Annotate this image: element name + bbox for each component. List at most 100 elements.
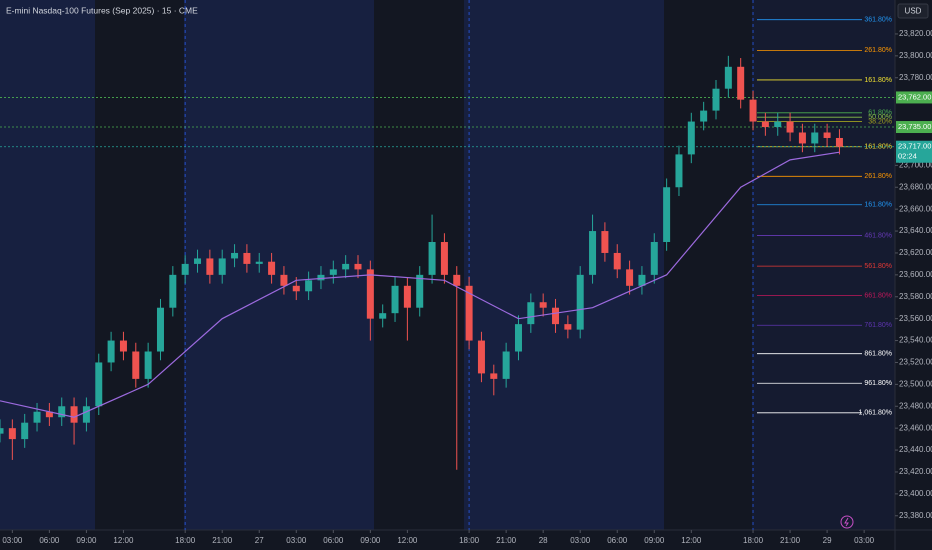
candle-body <box>354 263 362 270</box>
candle-body <box>231 252 239 259</box>
candle-body <box>379 313 387 319</box>
candle-body <box>761 121 769 128</box>
y-tick-label: 23,480.00 <box>899 401 932 410</box>
x-tick-label: 06:00 <box>39 536 60 545</box>
candle-body <box>82 406 90 423</box>
y-tick-label: 23,600.00 <box>899 270 932 279</box>
candle-body <box>403 285 411 308</box>
candle-body <box>675 154 683 188</box>
price-badge-label: 23,735.00 <box>898 122 931 131</box>
y-tick-label: 23,560.00 <box>899 314 932 323</box>
y-tick-label: 23,620.00 <box>899 248 932 257</box>
y-tick-label: 23,440.00 <box>899 445 932 454</box>
candle-body <box>416 274 424 308</box>
candle-body <box>798 132 806 144</box>
x-tick-label: 09:00 <box>644 536 665 545</box>
candle-body <box>194 258 202 264</box>
x-tick-label: 03:00 <box>286 536 307 545</box>
candle-body <box>305 280 313 292</box>
candle-body <box>58 406 66 418</box>
candle-body <box>317 274 325 281</box>
price-badge-label: 23,717.00 <box>898 142 931 151</box>
moving-average <box>0 151 840 418</box>
candle-body <box>268 261 276 275</box>
candle-body <box>292 285 300 292</box>
candle-body <box>749 99 757 122</box>
chart-title: E-mini Nasdaq-100 Futures (Sep 2025) · 1… <box>6 5 198 15</box>
y-tick-label: 23,540.00 <box>899 336 932 345</box>
y-tick-label: 23,520.00 <box>899 358 932 367</box>
x-tick-label: 03:00 <box>2 536 23 545</box>
x-tick-label: 09:00 <box>360 536 381 545</box>
candle-body <box>255 261 263 264</box>
candle-body <box>477 340 485 374</box>
x-tick-label: 28 <box>539 536 548 545</box>
candle-body <box>453 274 461 286</box>
candle-body <box>169 274 177 308</box>
x-tick-label: 29 <box>823 536 832 545</box>
currency-label[interactable]: USD <box>905 7 922 16</box>
alert-icon-bolt <box>844 517 849 527</box>
fib-label: 50.00% <box>868 114 892 121</box>
candle-body <box>391 285 399 314</box>
y-tick-label: 23,460.00 <box>899 423 932 432</box>
candle-body <box>613 252 621 270</box>
candle-body <box>576 274 584 330</box>
candle-body <box>465 285 473 341</box>
price-badge <box>896 121 932 134</box>
candle-body <box>33 411 41 423</box>
x-tick-label: 06:00 <box>607 536 628 545</box>
candle-body <box>626 269 634 286</box>
candle-body <box>700 110 708 122</box>
candle-body <box>811 132 819 144</box>
candle-body <box>119 340 127 352</box>
candle-body <box>552 307 560 325</box>
x-tick-label: 18:00 <box>175 536 196 545</box>
fib-label: 261.80% <box>864 173 892 180</box>
candle-body <box>835 137 843 147</box>
fib-label: 861.80% <box>864 351 892 358</box>
candle-body <box>132 351 140 379</box>
price-countdown: 02:24 <box>898 152 917 161</box>
y-tick-label: 23,400.00 <box>899 489 932 498</box>
y-tick-label: 23,680.00 <box>899 182 932 191</box>
y-tick-label: 23,700.00 <box>899 160 932 169</box>
y-tick-label: 23,580.00 <box>899 292 932 301</box>
y-tick-label: 23,640.00 <box>899 226 932 235</box>
candle-body <box>564 324 572 330</box>
x-tick-label: 12:00 <box>681 536 702 545</box>
session-band <box>752 0 895 530</box>
candle-body <box>206 258 214 275</box>
y-tick-label: 23,420.00 <box>899 467 932 476</box>
candle-body <box>243 252 251 264</box>
alert-icon[interactable] <box>840 515 854 529</box>
candle-body <box>280 274 288 286</box>
session-band <box>0 0 95 530</box>
candle-body <box>156 307 164 352</box>
candle-body <box>181 263 189 275</box>
candle-body <box>490 373 498 379</box>
x-tick-label: 27 <box>255 536 264 545</box>
x-tick-label: 03:00 <box>854 536 875 545</box>
fib-label: 61.80% <box>868 110 892 117</box>
x-tick-label: 03:00 <box>570 536 591 545</box>
candle-body <box>21 422 29 440</box>
candle-body <box>107 340 115 363</box>
candle-body <box>737 66 745 100</box>
currency-button[interactable] <box>897 3 929 19</box>
candle-body <box>589 231 597 275</box>
y-tick-label: 23,380.00 <box>899 511 932 520</box>
y-tick-label: 23,820.00 <box>899 29 932 38</box>
fib-label: 161.80% <box>864 77 892 84</box>
y-tick-label: 23,660.00 <box>899 204 932 213</box>
session-band <box>464 0 664 530</box>
candle-body <box>638 274 646 286</box>
price-badge-label: 23,762.00 <box>898 92 931 101</box>
candle-body <box>712 88 720 111</box>
candle-body <box>45 411 53 418</box>
fib-label: 761.80% <box>864 322 892 329</box>
candle-body <box>786 121 794 133</box>
x-tick-label: 12:00 <box>397 536 418 545</box>
candle-body <box>823 132 831 138</box>
fib-label: 461.80% <box>864 232 892 239</box>
